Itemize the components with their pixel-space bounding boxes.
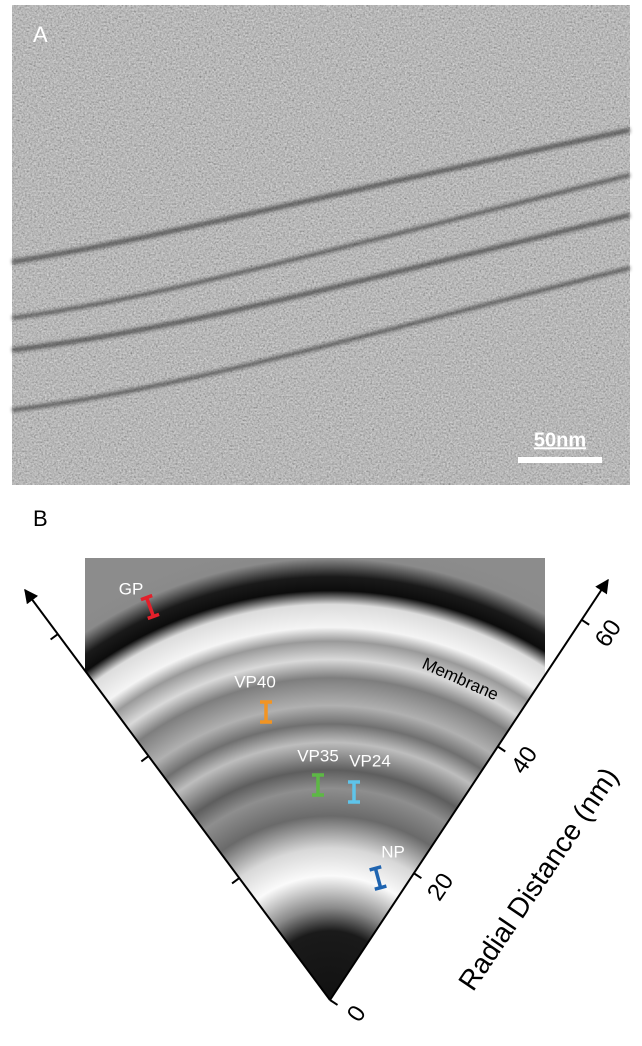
tick-mark <box>51 634 58 639</box>
protein-label: GP <box>119 579 144 598</box>
tick-mark <box>582 620 590 625</box>
protein-label: VP24 <box>349 751 391 770</box>
tick-mark <box>141 756 148 761</box>
protein-label: NP <box>381 842 405 861</box>
panel-label: A <box>33 22 48 47</box>
axis-label: Radial Distance (nm) <box>452 762 624 996</box>
tick-mark <box>498 747 506 752</box>
tick-mark <box>414 873 422 878</box>
protein-label: VP35 <box>297 746 339 765</box>
tick-label: 0 <box>342 1001 372 1027</box>
tick-label: 60 <box>590 615 627 652</box>
panel-label: B <box>33 506 48 531</box>
protein-label: VP40 <box>234 672 276 691</box>
tick-label: 40 <box>506 742 543 779</box>
tick-mark <box>330 1000 338 1005</box>
tick-mark <box>232 878 239 883</box>
tick-label: 20 <box>422 868 459 905</box>
scale-bar-label: 50nm <box>534 429 586 451</box>
figure: A 50nm B Membrane Radial Distance (nm) 0… <box>0 0 642 1046</box>
scale-bar <box>518 457 602 463</box>
